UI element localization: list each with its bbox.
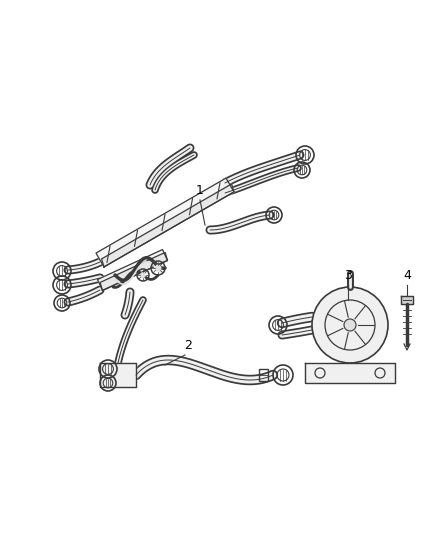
Text: 4: 4: [403, 269, 411, 282]
Polygon shape: [96, 178, 234, 267]
Polygon shape: [100, 253, 167, 290]
Circle shape: [312, 287, 388, 363]
Polygon shape: [401, 296, 413, 304]
Bar: [258, 369, 268, 381]
Circle shape: [155, 264, 162, 271]
Text: 2: 2: [184, 339, 192, 352]
Polygon shape: [98, 249, 167, 290]
Text: 3: 3: [344, 269, 352, 282]
Polygon shape: [102, 184, 234, 267]
Polygon shape: [305, 363, 395, 383]
Polygon shape: [100, 363, 136, 387]
Circle shape: [344, 319, 356, 331]
Text: 1: 1: [196, 184, 204, 197]
Circle shape: [140, 272, 146, 278]
